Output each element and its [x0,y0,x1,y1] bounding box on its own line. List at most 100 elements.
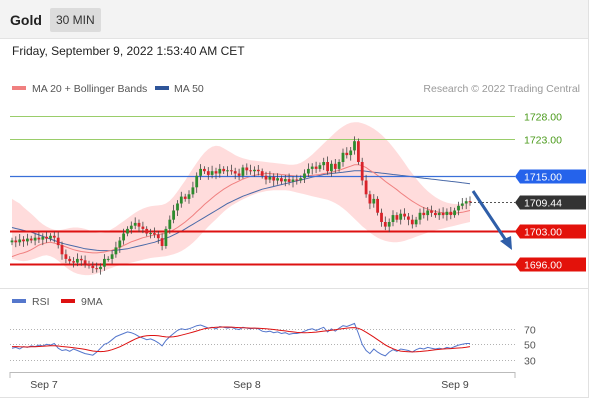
level-label-box [515,195,586,210]
x-tick-label: Sep 9 [441,379,469,391]
candle [206,167,210,180]
candle-body-down [83,260,87,264]
candle [122,228,125,245]
candle-body-up [307,168,310,174]
ma20-line [11,164,471,258]
ma20-legend-swatch [12,86,26,90]
candle-body-up [126,228,129,234]
level-label-text: 1703.00 [524,227,562,239]
candle [380,208,383,227]
candle-body-down [245,167,249,171]
candle [41,233,45,246]
candle-body-down [326,162,329,172]
candle-body-up [399,213,403,220]
candle-body-down [95,268,99,270]
candle-body-up [330,163,333,172]
candle [418,208,422,225]
candle-body-up [437,212,441,216]
candle-body-down [214,171,218,174]
candle [337,159,341,172]
level-label-1: 1723.00 [524,135,562,147]
candle-body-down [376,198,379,213]
candle [68,256,72,264]
candle [464,197,468,210]
rsi-legend-label: RSI [32,296,50,308]
candle-body-up [445,211,449,215]
candle-body-down [364,180,368,195]
candle-body-up [106,258,110,260]
candle [14,236,18,248]
candle [60,241,64,260]
candle-body-up [122,233,125,241]
candle [426,207,430,221]
candle-body-down [72,261,75,263]
rsi-line [11,322,470,357]
candle-body-up [464,201,468,204]
level-label-box [515,257,586,272]
candle [460,198,464,210]
candle [226,166,229,177]
candle-body-up [133,222,137,226]
candle [268,171,272,183]
timeframe-button[interactable]: 30 MIN [50,8,101,32]
candle [468,196,472,206]
candle-body-up [18,239,22,243]
candle [260,168,264,179]
candle-body-up [26,238,29,242]
candle [29,235,33,244]
candle [360,157,364,186]
candle [79,255,83,266]
level-label-5: 1696.00 [515,257,586,272]
candle-body-up [337,162,341,169]
candle [230,164,233,175]
candle [156,231,160,244]
candle [276,173,279,185]
candle [87,260,91,269]
ma20-legend-label: MA 20 + Bollinger Bands [32,83,147,95]
candle [214,167,218,180]
candle-body-up [349,150,353,156]
rsi-level-label: 70 [524,325,536,337]
candle-body-up [226,170,229,172]
candle-body-down [403,213,406,217]
candle-body-up [33,237,37,241]
candle-body-down [407,216,410,220]
candlesticks [10,136,472,275]
candle-body-up [353,141,356,151]
candle [172,204,175,224]
candle-body-down [380,212,383,222]
candle-body-down [64,254,68,259]
candle [445,208,449,221]
candle [72,257,75,268]
candle [164,226,168,249]
candle [283,174,287,187]
candle [399,209,403,225]
ma50-legend-swatch [155,86,169,90]
candle-body-down [280,178,283,182]
candle [222,166,226,174]
candle [91,261,95,273]
candle [256,165,260,176]
datetime-label: Friday, September 9, 2022 1:53:40 AM CET [12,44,245,58]
candle-body-up [418,212,422,220]
candle-body-down [295,179,299,181]
candle [233,167,237,180]
candle-body-down [29,238,33,241]
candle-body-up [129,225,133,229]
candle-body-down [434,212,437,216]
candle-body-down [230,170,233,172]
level-label-text: 1709.44 [524,198,562,210]
candle-body-up [372,198,376,204]
candle-body-down [137,222,141,227]
candle [95,262,99,273]
rsi-ma9-line [12,326,471,353]
candle-body-up [179,196,183,204]
candle-body-up [110,254,114,259]
candle [441,207,445,219]
candle-body-down [260,171,264,176]
candle [430,205,433,217]
candle [160,233,164,251]
level-label-text: 1723.00 [524,135,562,147]
candle-body-down [345,152,349,156]
candle [383,216,387,231]
